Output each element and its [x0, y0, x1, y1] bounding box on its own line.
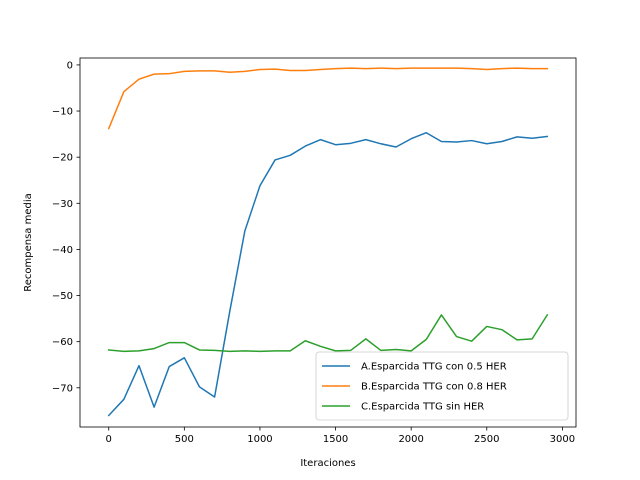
x-tick-label: 3000	[550, 434, 575, 445]
x-tick-label: 1000	[247, 434, 272, 445]
y-tick-label: −70	[52, 383, 73, 394]
y-tick-label: −20	[52, 153, 73, 164]
legend: A.Esparcida TTG con 0.5 HER B.Esparcida T…	[315, 351, 569, 421]
y-tick-label: −50	[52, 291, 73, 302]
x-tick-label: 2000	[398, 434, 423, 445]
x-tick-label: 500	[175, 434, 194, 445]
series-line-c	[107, 313, 549, 353]
x-axis-ticks: 0 500 1000 1500 2000 2500 3000	[106, 427, 575, 445]
legend-box	[315, 351, 569, 421]
y-tick-label: −60	[52, 337, 73, 348]
y-tick-label: 0	[67, 60, 73, 71]
x-tick-label: 1500	[323, 434, 348, 445]
plot-area	[79, 57, 577, 428]
y-tick-label: −30	[52, 199, 73, 210]
legend-label-b: B.Esparcida TTG con 0.8 HER	[361, 382, 507, 393]
y-axis-label: Recompensa media	[23, 193, 34, 292]
y-axis-ticks: 0 −10 −20 −30 −40 −50 −60 −70	[52, 60, 80, 394]
legend-label-c: C.Esparcida TTG sin HER	[361, 402, 484, 413]
x-tick-label: 2500	[474, 434, 499, 445]
x-axis-label: Iteraciones	[300, 458, 355, 469]
series-line-a	[107, 131, 549, 417]
y-tick-label: −40	[52, 245, 73, 256]
legend-label-a: A.Esparcida TTG con 0.5 HER	[361, 362, 507, 373]
legend-items: A.Esparcida TTG con 0.5 HER B.Esparcida T…	[322, 362, 507, 413]
series-layer	[107, 67, 549, 417]
axes-frame	[79, 57, 577, 428]
x-tick-label: 0	[106, 434, 112, 445]
series-line-b	[107, 67, 549, 130]
y-tick-label: −10	[52, 107, 73, 118]
